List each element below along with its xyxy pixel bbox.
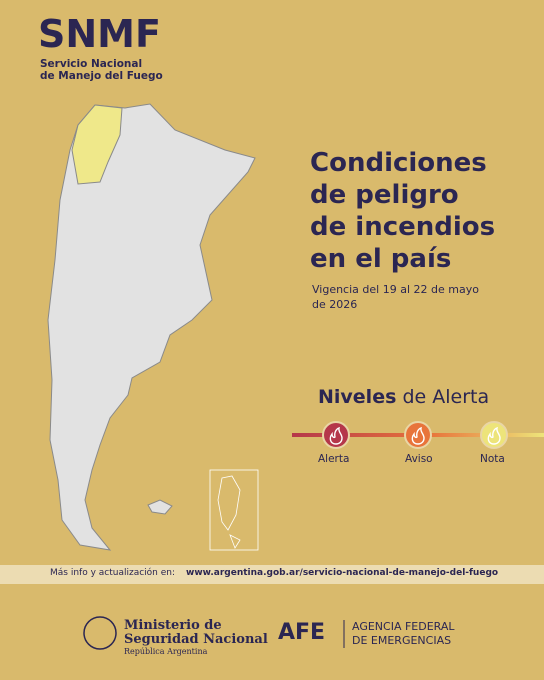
legend-title-rest: de Alerta [402,386,490,408]
subtitle: de Manejo del Fuego [40,70,163,82]
ministry-name: Seguridad Nacional [124,632,268,647]
level-label: Alerta [318,453,350,465]
inset-map [209,469,259,551]
info-bar [0,565,544,584]
flame-icon [329,426,343,445]
ministry-country: República Argentina [124,647,208,656]
inset-shape [217,475,241,549]
headline: de incendios [310,212,496,242]
subtitle: Servicio Nacional [40,58,143,70]
ministry-emblem [83,616,117,650]
agency-name: DE EMERGENCIAS [352,634,452,647]
agency-name: AGENCIA FEDERAL [352,620,455,633]
title: SNMF [38,12,161,56]
flame-icon [487,426,501,445]
map-highlight [71,104,123,185]
ministry-name: Ministerio de [124,618,222,633]
agency-short: AFE [278,620,326,645]
validity: de 2026 [312,298,358,311]
headline: Condiciones [310,148,487,178]
headline: de peligro [310,180,459,210]
level-alerta [322,421,350,449]
validity: Vigencia del 19 al 22 de mayo [312,283,479,296]
legend-title: Niveles de Alerta [318,386,489,408]
map-argentina [47,103,256,551]
level-aviso [404,421,432,449]
info-label: Más info y actualización en: [50,568,176,578]
info-url[interactable]: www.argentina.gob.ar/servicio-nacional-d… [186,568,499,578]
flame-icon [411,426,425,445]
level-nota [480,421,508,449]
headline: en el país [310,244,452,274]
legend-title-bold: Niveles [318,386,397,408]
malvinas [147,499,173,515]
level-label: Nota [480,453,505,465]
level-label: Aviso [405,453,433,465]
